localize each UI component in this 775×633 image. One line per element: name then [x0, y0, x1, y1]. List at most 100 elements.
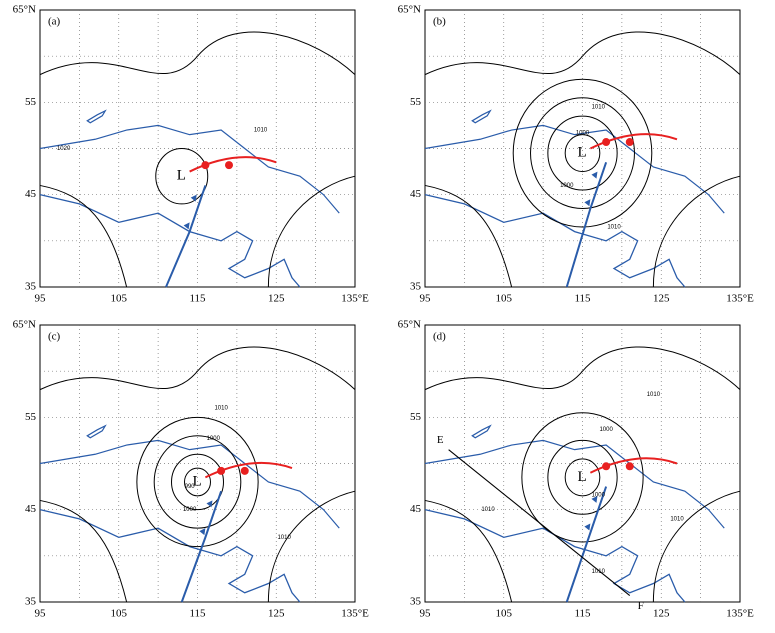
x-axis-label: 135°E	[726, 608, 754, 620]
y-axis-label: 35	[25, 281, 37, 293]
isobar	[530, 97, 635, 210]
isobar-label: 1010	[277, 535, 291, 541]
river	[39, 124, 340, 214]
x-axis-label: 135°E	[341, 293, 369, 305]
y-axis-label: 65°N	[13, 319, 36, 331]
y-axis-label: 65°N	[398, 319, 421, 331]
lake	[86, 109, 107, 124]
y-axis-label: 45	[410, 188, 422, 200]
isobar	[424, 184, 513, 288]
x-axis-label: 125	[653, 293, 670, 305]
warm-front	[589, 457, 678, 474]
cold-front-symbol	[206, 500, 213, 508]
isobar-label: 1010	[481, 507, 495, 513]
isobar-label: 1010	[647, 392, 661, 398]
isobar	[184, 467, 211, 497]
x-axis-label: 95	[35, 293, 47, 305]
panel-label: (b)	[433, 16, 446, 28]
isobar	[424, 499, 513, 603]
cold-front-symbol	[591, 171, 598, 179]
isobar-label: 1000	[207, 436, 221, 442]
isobar-label: 1010	[592, 569, 606, 575]
y-axis-label: 35	[410, 596, 422, 608]
isobar	[547, 115, 618, 191]
isobar	[39, 499, 128, 603]
isobar	[521, 412, 644, 543]
isobar-label: 1010	[592, 105, 606, 111]
warm-front-symbol	[602, 138, 611, 147]
x-axis-label: 95	[420, 293, 432, 305]
y-axis-label: 55	[410, 96, 422, 108]
cold-front-symbol	[199, 528, 206, 536]
x-axis-label: 95	[420, 608, 432, 620]
cold-front-symbol	[584, 199, 591, 207]
warm-front	[204, 461, 293, 479]
isobar-label: 1000	[592, 492, 606, 498]
y-axis-label: 55	[25, 96, 37, 108]
x-axis-label: 95	[35, 608, 47, 620]
isobar-label: 990	[185, 484, 196, 490]
river	[424, 439, 725, 529]
panel-frame	[39, 9, 356, 288]
isobar	[39, 31, 356, 76]
y-axis-label: 65°N	[13, 4, 36, 16]
coastline	[424, 509, 686, 603]
river	[39, 439, 340, 529]
x-axis-label: 125	[268, 293, 285, 305]
y-axis-label: 35	[25, 596, 37, 608]
cold-front-symbol	[190, 194, 197, 202]
low-center: L	[578, 469, 587, 485]
lake	[471, 424, 492, 439]
warm-front-symbol	[240, 466, 249, 475]
lake	[86, 424, 107, 439]
cold-front	[165, 185, 207, 288]
y-axis-label: 45	[25, 503, 37, 515]
x-axis-label: 105	[111, 293, 128, 305]
isobar-label: 1010	[254, 128, 268, 134]
section-end: F	[638, 600, 644, 612]
isobar	[512, 78, 653, 228]
warm-front-symbol	[625, 138, 634, 147]
cold-front	[565, 162, 608, 288]
low-center: L	[578, 145, 587, 161]
low-center: L	[193, 473, 202, 489]
cold-front	[565, 486, 608, 603]
panel-label: (a)	[48, 16, 61, 28]
cold-front-symbol	[183, 222, 190, 230]
x-axis-label: 115	[574, 608, 591, 620]
warm-front-symbol	[602, 462, 611, 471]
y-axis-label: 55	[25, 411, 37, 423]
isobar	[652, 175, 741, 288]
y-axis-label: 45	[410, 503, 422, 515]
lake	[471, 109, 492, 124]
x-axis-label: 135°E	[726, 293, 754, 305]
isobar	[39, 346, 356, 391]
x-axis-label: 105	[111, 608, 128, 620]
warm-front	[189, 156, 277, 173]
warm-front-symbol	[201, 161, 210, 170]
isobar-label: 1000	[183, 507, 197, 513]
isobar	[171, 453, 224, 511]
isobar	[547, 439, 618, 515]
y-axis-label: 35	[410, 281, 422, 293]
coastline	[39, 194, 301, 288]
isobar-label: 1000	[599, 427, 613, 433]
x-axis-label: 105	[496, 293, 513, 305]
y-axis-label: 65°N	[398, 4, 421, 16]
warm-front-symbol	[225, 161, 233, 170]
low-center: L	[177, 168, 186, 184]
cold-front	[180, 490, 223, 603]
section-start: E	[437, 434, 444, 446]
x-axis-label: 115	[574, 293, 591, 305]
isobar	[136, 416, 259, 548]
x-axis-label: 115	[189, 608, 206, 620]
warm-front-symbol	[625, 462, 634, 471]
isobar-label: 1010	[670, 516, 684, 522]
isobar-label: 1020	[57, 146, 71, 152]
cold-front-symbol	[591, 495, 598, 503]
isobar	[424, 31, 741, 76]
